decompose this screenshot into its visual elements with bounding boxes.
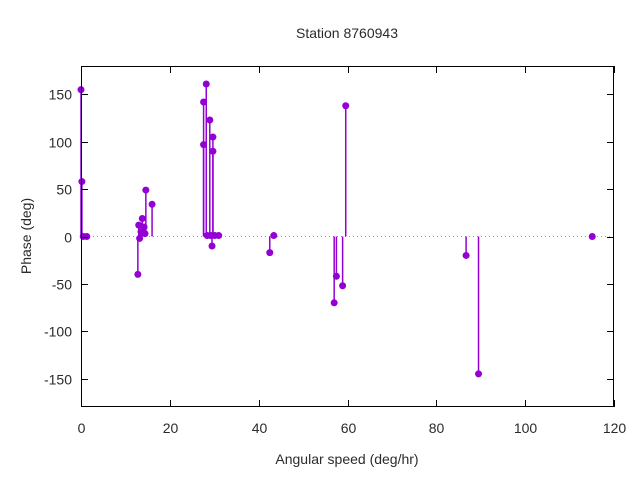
- data-point-marker: [342, 102, 350, 110]
- data-point-marker: [141, 230, 149, 238]
- y-tick-label: 150: [49, 87, 73, 103]
- x-tick-label: 120: [603, 420, 627, 436]
- y-tick-label: 0: [64, 230, 72, 246]
- chart-title: Station 8760943: [296, 25, 398, 41]
- data-point-marker: [270, 232, 278, 240]
- x-tick-label: 40: [252, 420, 268, 436]
- y-axis-label: Phase (deg): [18, 197, 34, 275]
- data-point-marker: [209, 147, 217, 155]
- x-tick-label: 100: [514, 420, 538, 436]
- x-axis-label: Angular speed (deg/hr): [275, 451, 419, 467]
- data-point-marker: [200, 98, 208, 106]
- y-tick-label: -100: [44, 324, 72, 340]
- data-point-marker: [588, 233, 596, 240]
- data-point-marker: [266, 249, 274, 257]
- data-point-marker: [83, 233, 91, 240]
- data-point-marker: [209, 133, 217, 141]
- data-point-marker: [462, 251, 470, 259]
- data-point-marker: [136, 234, 144, 242]
- x-tick-label: 60: [341, 420, 357, 436]
- data-point-marker: [200, 141, 208, 149]
- data-point-marker: [148, 200, 156, 208]
- data-point-marker: [135, 221, 143, 229]
- data-point-marker: [138, 215, 146, 223]
- y-tick-label: 100: [49, 135, 73, 151]
- data-point-marker: [206, 116, 214, 124]
- data-point-marker: [215, 232, 223, 240]
- data-point-marker: [475, 370, 483, 378]
- y-tick-label: -150: [44, 372, 72, 388]
- x-tick-label: 0: [78, 420, 86, 436]
- data-point-marker: [140, 223, 148, 231]
- data-point-marker: [208, 242, 216, 250]
- plot-frame: [81, 66, 614, 407]
- data-point-marker: [202, 80, 210, 88]
- data-point-marker: [134, 270, 142, 278]
- x-tick-label: 20: [163, 420, 179, 436]
- x-tick-label: 80: [429, 420, 445, 436]
- y-tick-label: -50: [52, 277, 72, 293]
- data-point-marker: [332, 272, 340, 280]
- data-point-marker: [330, 299, 338, 307]
- y-tick-label: 50: [56, 182, 72, 198]
- data-point-marker: [142, 186, 150, 194]
- data-point-marker: [339, 282, 347, 290]
